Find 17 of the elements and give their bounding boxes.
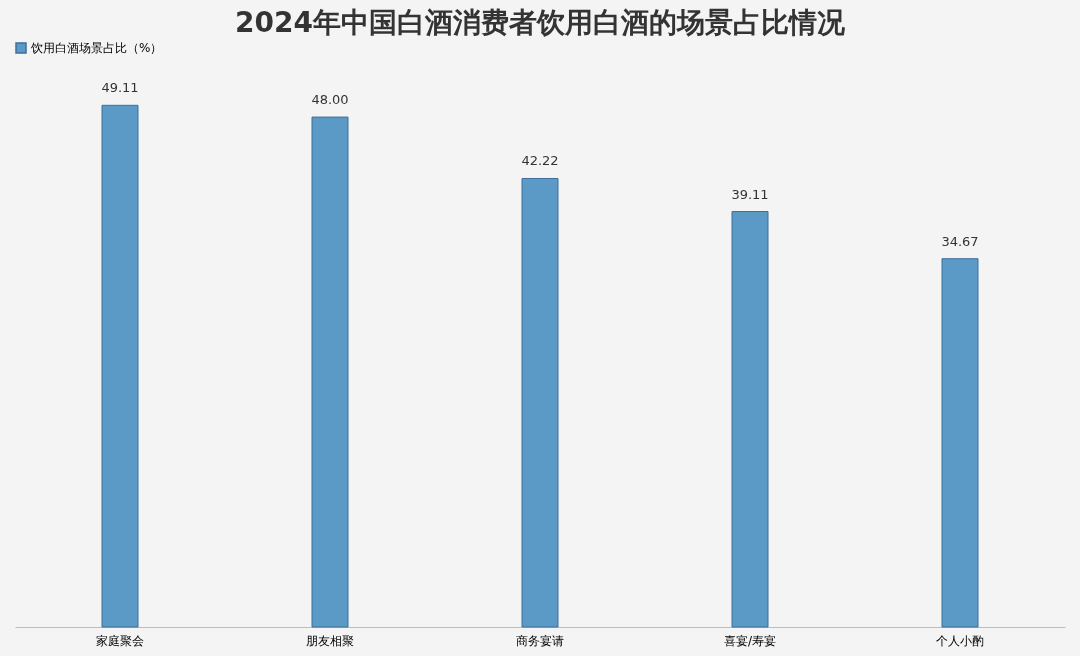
legend-label: 饮用白酒场景占比（%） (30, 41, 163, 55)
bar (521, 177, 559, 628)
bar (731, 211, 769, 628)
data-label: 48.00 (311, 92, 349, 108)
data-label: 39.11 (731, 186, 769, 202)
bar (101, 104, 139, 628)
x-tick-label: 商务宴请 (516, 633, 564, 648)
x-tick-label: 朋友相聚 (306, 633, 354, 648)
data-label: 34.67 (941, 233, 979, 249)
bar (311, 116, 349, 628)
chart-title: 2024年中国白酒消费者饮用白酒的场景占比情况 (235, 6, 846, 39)
x-tick-label: 家庭聚会 (96, 633, 144, 648)
x-tick-label: 喜宴/寿宴 (723, 633, 777, 648)
data-label: 42.22 (521, 153, 559, 169)
x-tick-label: 个人小酌 (936, 633, 984, 648)
bar (941, 258, 979, 628)
data-label: 49.11 (101, 80, 139, 96)
